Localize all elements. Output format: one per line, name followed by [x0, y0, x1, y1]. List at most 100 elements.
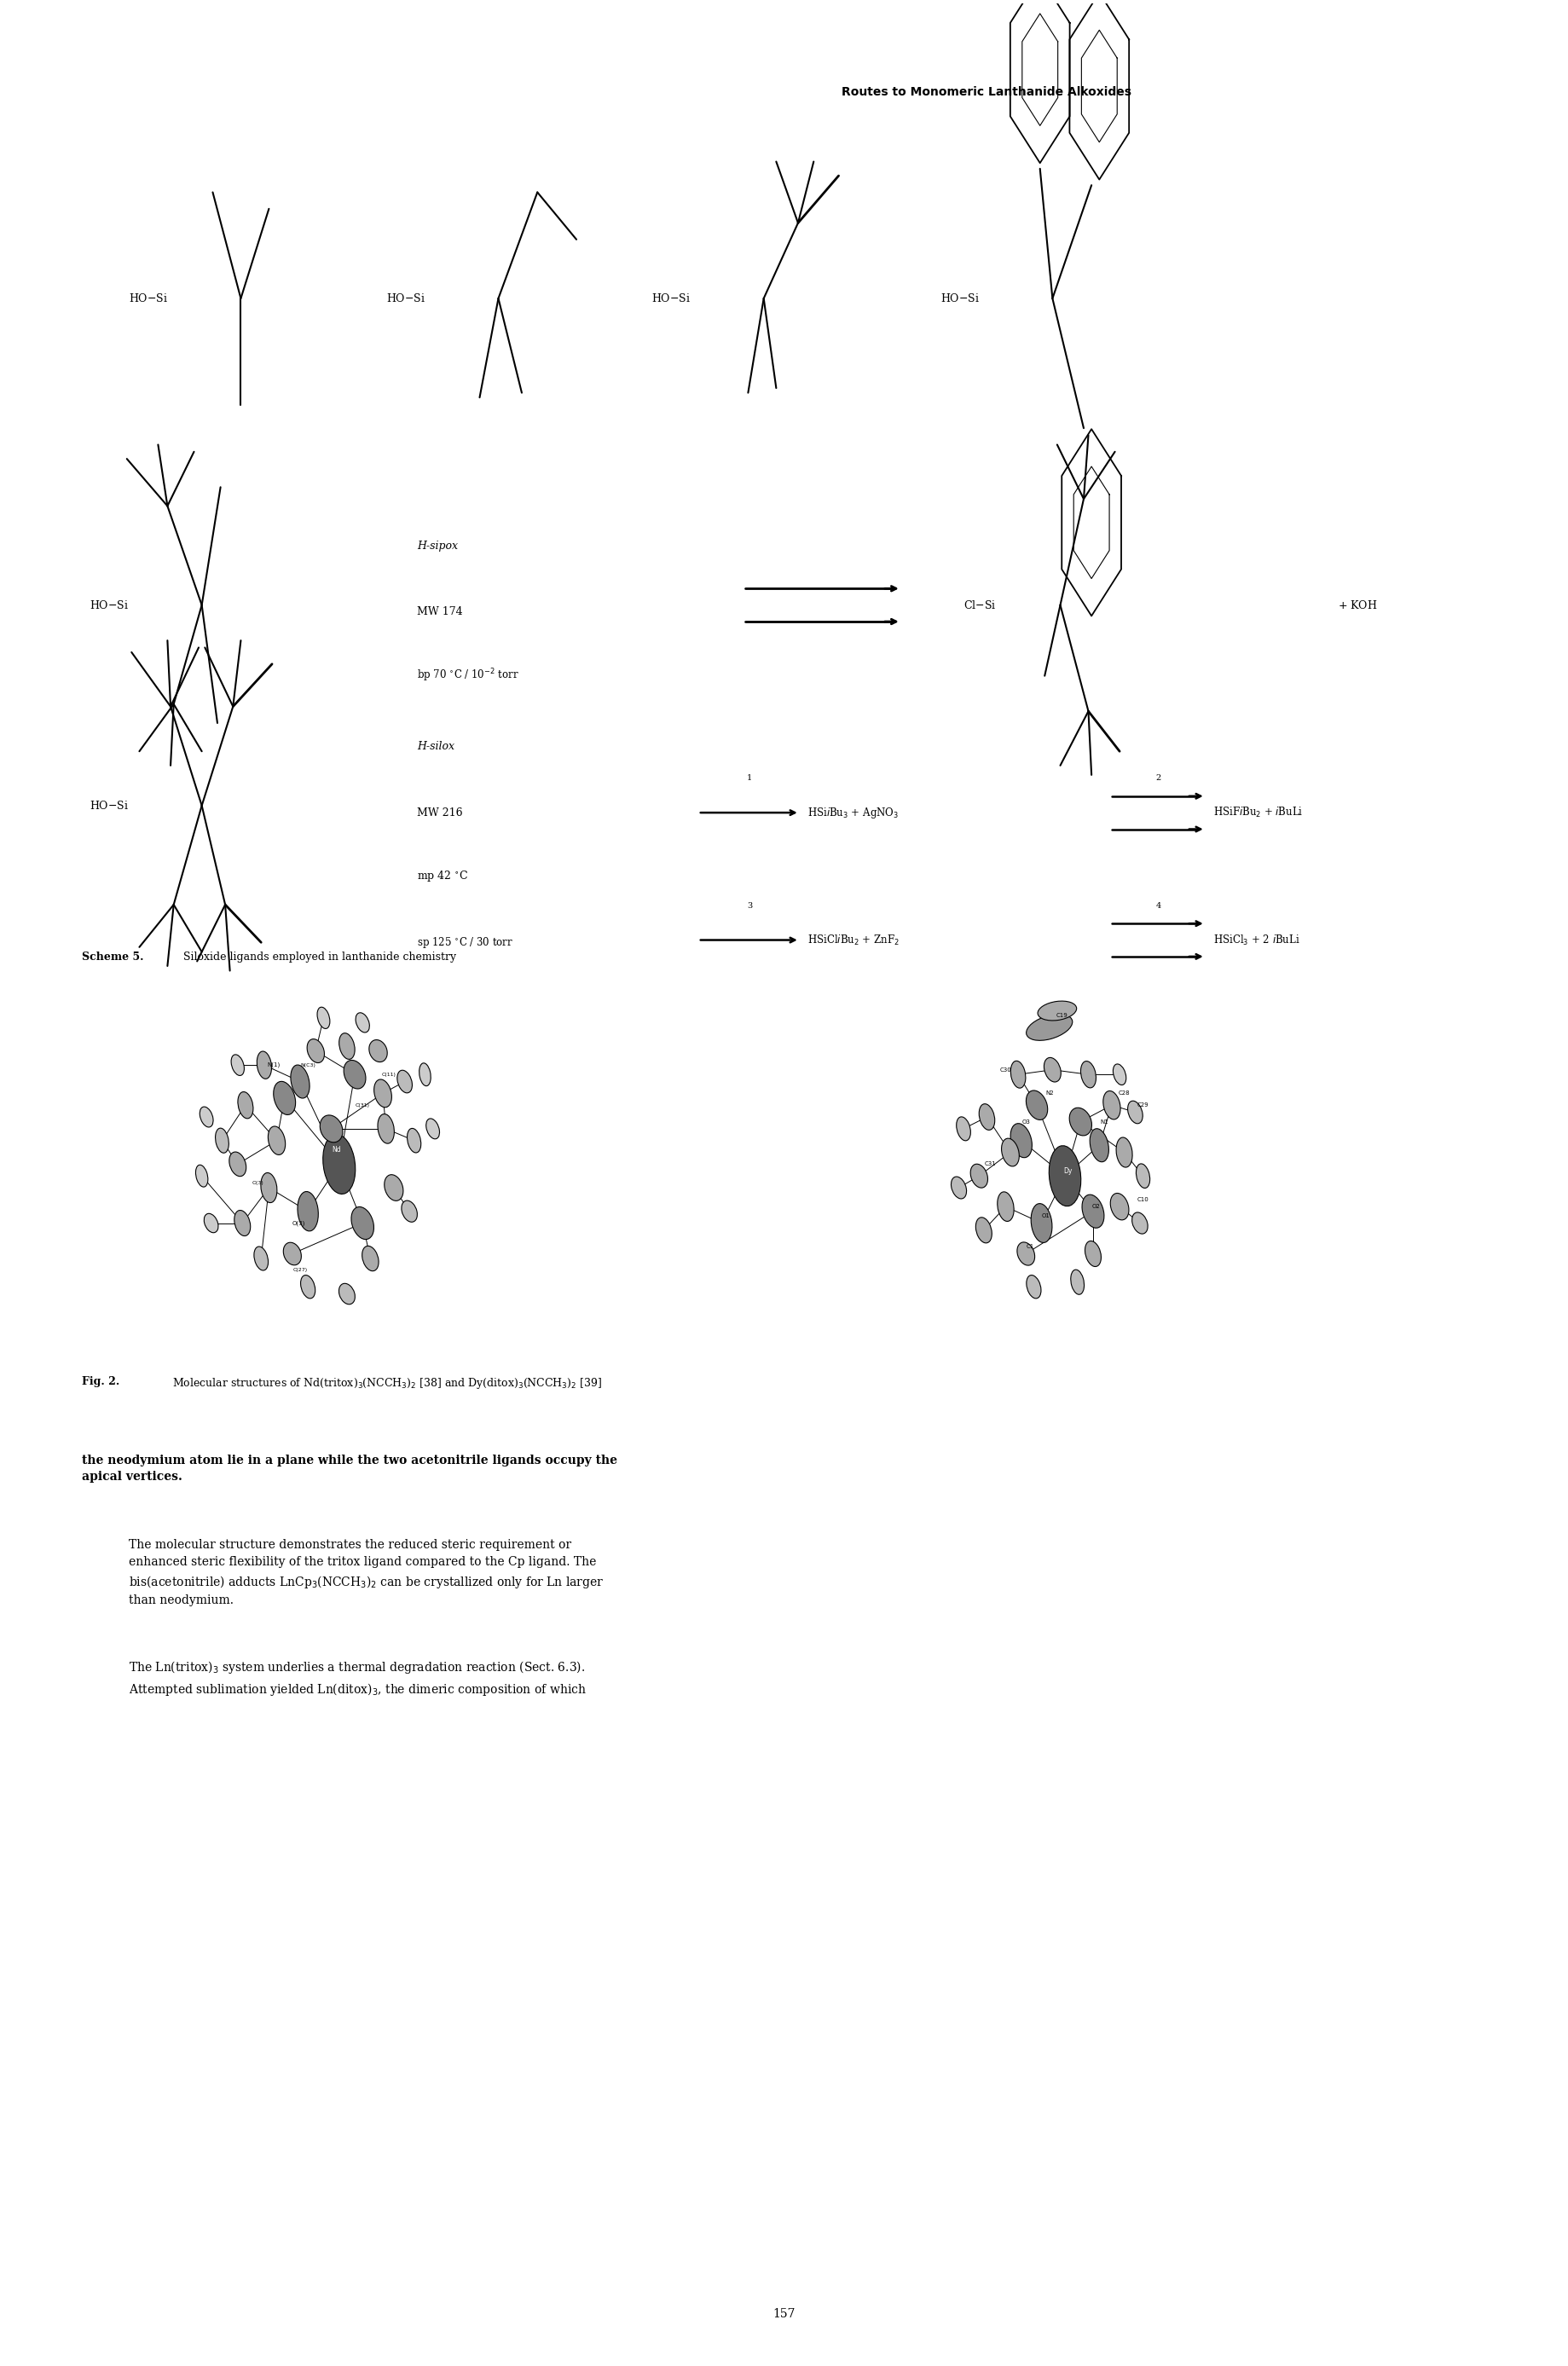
Text: HO$-$Si: HO$-$Si	[129, 293, 168, 305]
Ellipse shape	[378, 1114, 394, 1143]
Text: H-sipox: H-sipox	[417, 539, 458, 551]
Ellipse shape	[290, 1065, 309, 1098]
Text: HO$-$Si: HO$-$Si	[89, 800, 129, 812]
Text: HSi$i$Bu$_3$ + AgNO$_3$: HSi$i$Bu$_3$ + AgNO$_3$	[808, 804, 898, 821]
Text: 157: 157	[773, 2309, 795, 2321]
Text: MW 174: MW 174	[417, 606, 463, 618]
Text: Nd: Nd	[331, 1145, 340, 1155]
Ellipse shape	[1132, 1211, 1148, 1233]
Ellipse shape	[1025, 1091, 1047, 1119]
Ellipse shape	[215, 1129, 229, 1152]
Ellipse shape	[298, 1192, 318, 1230]
Ellipse shape	[273, 1081, 295, 1114]
Text: the neodymium atom lie in a plane while the two acetonitrile ligands occupy the
: the neodymium atom lie in a plane while …	[82, 1455, 618, 1483]
Text: C19: C19	[1055, 1013, 1068, 1017]
Ellipse shape	[1085, 1240, 1101, 1266]
Text: HSiCl$_3$ + 2 $i$BuLi: HSiCl$_3$ + 2 $i$BuLi	[1214, 932, 1300, 946]
Ellipse shape	[1080, 1060, 1096, 1088]
Ellipse shape	[268, 1126, 285, 1155]
Text: Molecular structures of Nd(tritox)$_3$(NCCH$_3$)$_2$ [38] and Dy(ditox)$_3$(NCCH: Molecular structures of Nd(tritox)$_3$(N…	[172, 1377, 602, 1391]
Ellipse shape	[362, 1247, 378, 1271]
Ellipse shape	[1110, 1192, 1129, 1221]
Ellipse shape	[401, 1200, 417, 1221]
Ellipse shape	[1113, 1065, 1126, 1086]
Text: N(C3): N(C3)	[301, 1062, 315, 1067]
Ellipse shape	[971, 1164, 988, 1188]
Text: C30: C30	[1000, 1067, 1011, 1072]
Ellipse shape	[1032, 1204, 1052, 1242]
Ellipse shape	[199, 1107, 213, 1126]
Text: C1: C1	[1027, 1245, 1035, 1249]
Ellipse shape	[196, 1164, 209, 1188]
Text: Dy: Dy	[1063, 1166, 1073, 1176]
Ellipse shape	[204, 1214, 218, 1233]
Text: Siloxide ligands employed in lanthanide chemistry: Siloxide ligands employed in lanthanide …	[183, 951, 456, 963]
Text: 3: 3	[746, 901, 753, 909]
Text: Fig. 2.: Fig. 2.	[82, 1377, 119, 1386]
Ellipse shape	[1082, 1195, 1104, 1228]
Ellipse shape	[1038, 1001, 1077, 1020]
Text: $+$ KOH: $+$ KOH	[1338, 599, 1378, 610]
Text: C29: C29	[1137, 1103, 1149, 1107]
Ellipse shape	[307, 1039, 325, 1062]
Text: Cl$-$Si: Cl$-$Si	[963, 599, 996, 610]
Ellipse shape	[254, 1247, 268, 1271]
Text: 2: 2	[1156, 774, 1162, 783]
Ellipse shape	[351, 1207, 373, 1240]
Ellipse shape	[1071, 1271, 1083, 1294]
Text: HO$-$Si: HO$-$Si	[651, 293, 690, 305]
Ellipse shape	[229, 1152, 246, 1176]
Text: H-silox: H-silox	[417, 741, 455, 752]
Text: N(1): N(1)	[267, 1062, 281, 1067]
Text: C31: C31	[985, 1162, 996, 1166]
Text: C(31): C(31)	[356, 1103, 370, 1107]
Text: O2: O2	[1091, 1204, 1101, 1209]
Ellipse shape	[408, 1129, 420, 1152]
Ellipse shape	[257, 1051, 271, 1079]
Text: N1: N1	[1099, 1119, 1109, 1124]
Ellipse shape	[356, 1013, 370, 1032]
Ellipse shape	[978, 1105, 994, 1131]
Ellipse shape	[1049, 1145, 1080, 1207]
Text: Routes to Monomeric Lanthanide Alkoxides: Routes to Monomeric Lanthanide Alkoxides	[842, 85, 1132, 97]
Ellipse shape	[375, 1079, 392, 1107]
Text: C28: C28	[1118, 1091, 1131, 1095]
Ellipse shape	[1018, 1242, 1035, 1266]
Text: O(3): O(3)	[252, 1181, 263, 1185]
Text: HO$-$Si: HO$-$Si	[89, 599, 129, 610]
Text: The Ln(tritox)$_3$ system underlies a thermal degradation reaction (Sect. 6.3).
: The Ln(tritox)$_3$ system underlies a th…	[129, 1659, 586, 1699]
Ellipse shape	[317, 1008, 329, 1029]
Ellipse shape	[997, 1192, 1014, 1221]
Ellipse shape	[384, 1174, 403, 1202]
Text: HSiCl$i$Bu$_2$ + ZnF$_2$: HSiCl$i$Bu$_2$ + ZnF$_2$	[808, 932, 900, 946]
Text: C(27): C(27)	[293, 1268, 307, 1273]
Ellipse shape	[975, 1218, 993, 1242]
Ellipse shape	[1011, 1060, 1025, 1088]
Text: bp 70 $^{\circ}$C / 10$^{-2}$ torr: bp 70 $^{\circ}$C / 10$^{-2}$ torr	[417, 667, 519, 684]
Ellipse shape	[1090, 1129, 1109, 1162]
Ellipse shape	[1116, 1138, 1132, 1166]
Ellipse shape	[323, 1133, 356, 1195]
Ellipse shape	[952, 1176, 966, 1200]
Text: O3: O3	[1022, 1119, 1030, 1124]
Ellipse shape	[1069, 1107, 1091, 1136]
Ellipse shape	[1010, 1124, 1032, 1157]
Text: mp 42 $^{\circ}$C: mp 42 $^{\circ}$C	[417, 868, 469, 883]
Ellipse shape	[956, 1117, 971, 1140]
Text: C10: C10	[1137, 1197, 1149, 1202]
Ellipse shape	[230, 1055, 245, 1077]
Text: 1: 1	[746, 774, 753, 783]
Ellipse shape	[1137, 1164, 1149, 1188]
Ellipse shape	[339, 1282, 354, 1304]
Text: 4: 4	[1156, 901, 1162, 909]
Text: C(11): C(11)	[383, 1072, 397, 1077]
Text: HO$-$Si: HO$-$Si	[941, 293, 978, 305]
Ellipse shape	[343, 1060, 365, 1088]
Text: O1: O1	[1043, 1214, 1051, 1218]
Ellipse shape	[320, 1114, 343, 1143]
Text: Scheme 5.: Scheme 5.	[82, 951, 143, 963]
Text: MW 216: MW 216	[417, 807, 463, 819]
Text: HO$-$Si: HO$-$Si	[386, 293, 425, 305]
Text: HSiF$i$Bu$_2$ + $i$BuLi: HSiF$i$Bu$_2$ + $i$BuLi	[1214, 807, 1303, 819]
Ellipse shape	[368, 1039, 387, 1062]
